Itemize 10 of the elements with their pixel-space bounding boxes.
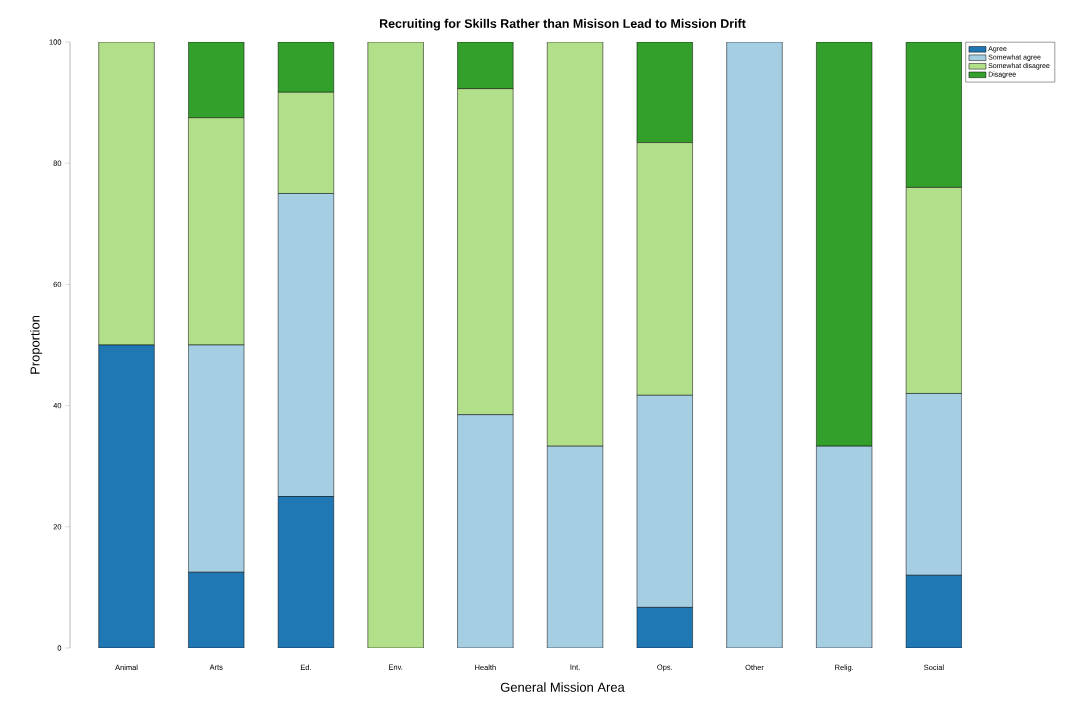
bar — [277, 496, 334, 648]
chart-title: Recruiting for Skills Rather than Misison Lead to Mission Drift — [379, 18, 746, 31]
bar — [636, 607, 693, 648]
bar — [726, 41, 783, 648]
bar — [905, 575, 962, 648]
x-axis-title: General Mission Area — [500, 682, 625, 692]
bar — [98, 344, 155, 648]
bar — [188, 572, 245, 648]
bar — [367, 41, 424, 648]
y-axis-title: Proportion — [30, 315, 43, 374]
